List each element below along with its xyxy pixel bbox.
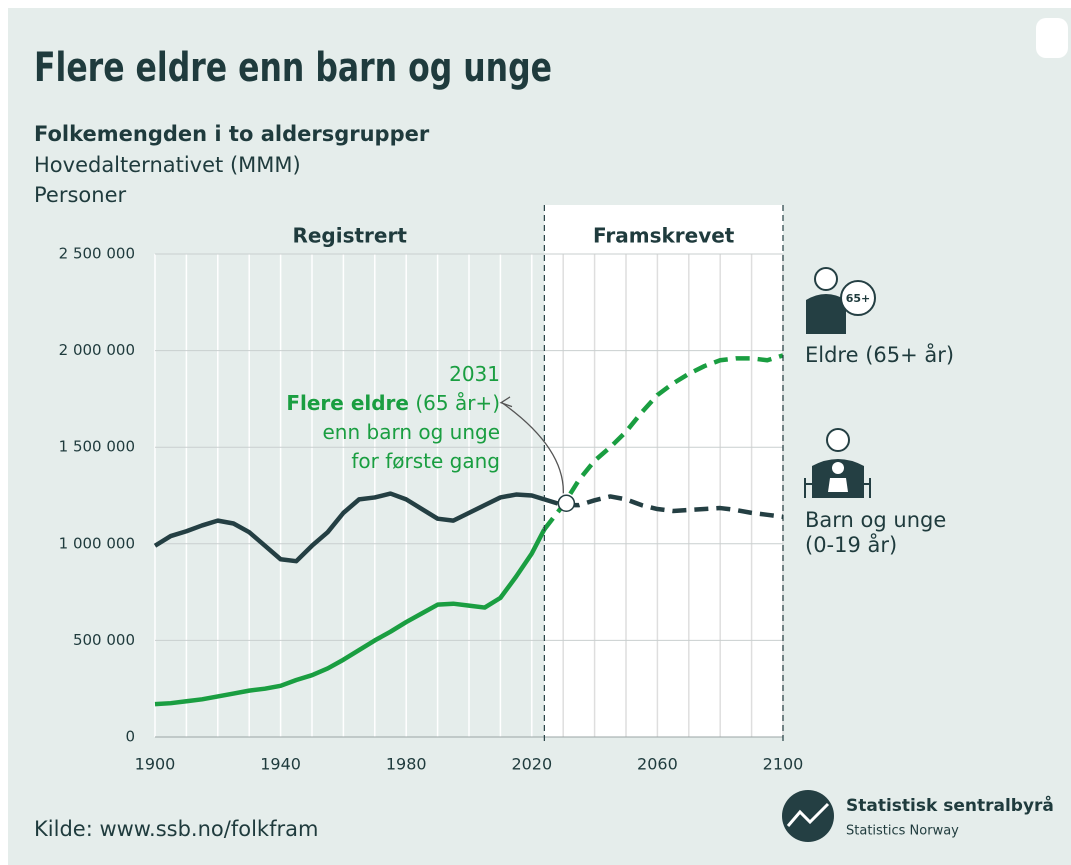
logo-name: Statistisk sentralbyrå [846, 794, 1054, 816]
x-tick-label: 2060 [637, 755, 678, 774]
annotation-year: 2031 [449, 362, 500, 386]
source: Kilde: www.ssb.no/folkfram [34, 817, 318, 841]
unit: Personer [34, 183, 126, 207]
elder-icon: 65+ [806, 267, 876, 334]
x-tick-label: 1940 [260, 755, 301, 774]
region-label: Framskrevet [593, 224, 735, 248]
legend-barn: Barn og unge (0-19 år) [805, 508, 947, 557]
icon-label: 65+ [846, 292, 871, 305]
series-line-projected [543, 494, 784, 519]
subtitle2: Hovedalternativet (MMM) [34, 153, 301, 177]
y-tick-label: 2 000 000 [59, 341, 135, 359]
chart-title: Flere eldre enn barn og unge [34, 45, 552, 91]
y-tick-label: 500 000 [73, 631, 135, 649]
legend-eldre: Eldre (65+ år) [805, 343, 955, 367]
logo-mark [782, 790, 834, 842]
logo-name-en: Statistics Norway [846, 824, 959, 839]
lines [153, 353, 784, 707]
annotation-text: (65 år+) [415, 391, 500, 415]
scan-button[interactable] [1036, 18, 1068, 58]
projection-background [544, 205, 783, 737]
subtitle: Folkemengden i to aldersgrupper [34, 122, 430, 146]
y-tick-label: 2 500 000 [59, 245, 135, 263]
annotation-arrowhead [499, 396, 513, 408]
x-tick-label: 1900 [135, 755, 176, 774]
y-tick-label: 1 000 000 [59, 534, 135, 552]
grid [154, 253, 784, 738]
region-label: Registrert [292, 224, 407, 248]
annotation-line2: enn barn og unge [322, 420, 500, 444]
annotation-line1: Flere eldre (65 år+) [230, 389, 500, 418]
child-icon [804, 428, 871, 498]
annotation-bold: Flere eldre [286, 391, 409, 415]
x-tick-label: 2100 [763, 755, 804, 774]
annotation-marker [557, 494, 576, 512]
annotation-arrow [501, 402, 564, 494]
logo-zigzag [786, 802, 830, 827]
plot-background [544, 205, 783, 737]
y-tick-label: 0 [125, 728, 135, 746]
x-tick-label: 2020 [511, 755, 552, 774]
series-line-projected [542, 353, 784, 531]
y-tick-label: 1 500 000 [59, 438, 135, 456]
series-line-registered [154, 528, 547, 707]
annotation-line3: for første gang [351, 449, 500, 473]
x-tick-label: 1980 [386, 755, 427, 774]
series-line-registered [153, 491, 546, 564]
annotation: 2031 Flere eldre (65 år+) enn barn og un… [230, 360, 500, 476]
